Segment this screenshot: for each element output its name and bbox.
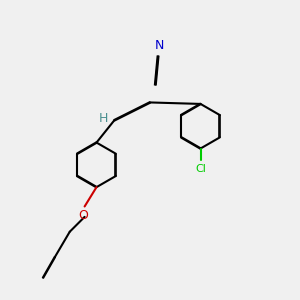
Text: O: O [78,209,88,222]
Text: H: H [98,112,108,125]
Text: Cl: Cl [195,164,206,174]
Text: N: N [155,39,164,52]
